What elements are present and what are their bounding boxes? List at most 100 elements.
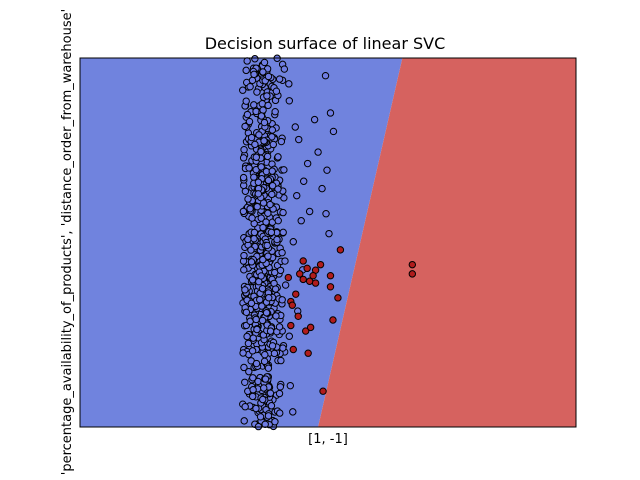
point-class-neg xyxy=(268,126,277,134)
point-class-neg xyxy=(259,255,267,264)
point-class-neg xyxy=(243,332,251,341)
point-class-neg xyxy=(268,167,276,175)
point-class-pos xyxy=(301,327,310,335)
point-class-neg xyxy=(252,153,260,161)
point-class-neg xyxy=(303,159,312,168)
point-class-pos xyxy=(284,273,293,282)
point-class-neg xyxy=(262,309,271,317)
point-class-neg xyxy=(264,252,272,260)
point-class-neg xyxy=(266,389,275,397)
point-class-neg xyxy=(256,296,264,304)
point-class-neg xyxy=(257,147,265,156)
point-class-neg xyxy=(244,235,252,244)
point-class-neg xyxy=(241,122,249,131)
point-class-pos xyxy=(309,272,317,280)
point-class-neg xyxy=(280,166,288,174)
point-class-neg xyxy=(244,195,252,203)
point-class-neg xyxy=(254,190,263,198)
point-class-neg xyxy=(259,68,267,76)
point-class-neg xyxy=(285,80,293,88)
point-class-neg xyxy=(267,402,276,410)
point-class-neg xyxy=(261,375,270,383)
point-class-neg xyxy=(240,266,248,274)
point-class-neg xyxy=(276,266,285,275)
point-class-neg xyxy=(271,107,279,116)
point-class-neg xyxy=(239,154,248,162)
point-class-neg xyxy=(257,163,265,171)
point-class-neg xyxy=(318,184,326,193)
point-class-pos xyxy=(408,270,417,278)
point-class-neg xyxy=(248,347,257,355)
point-class-neg xyxy=(322,210,330,218)
point-class-neg xyxy=(240,251,248,260)
point-class-pos xyxy=(303,264,311,273)
point-class-neg xyxy=(256,413,265,421)
point-class-pos xyxy=(296,270,304,278)
point-class-neg xyxy=(250,70,258,79)
point-class-neg xyxy=(272,87,281,95)
point-class-neg xyxy=(252,107,260,116)
point-class-neg xyxy=(329,127,338,136)
point-class-neg xyxy=(247,133,256,142)
point-class-neg xyxy=(248,392,257,401)
point-class-pos xyxy=(299,257,307,265)
point-class-pos xyxy=(311,279,320,287)
point-class-neg xyxy=(257,272,265,280)
point-class-neg xyxy=(268,342,277,350)
point-class-neg xyxy=(242,66,250,75)
point-class-neg xyxy=(268,190,276,199)
point-class-neg xyxy=(247,246,255,254)
point-class-neg xyxy=(239,173,248,182)
point-class-neg xyxy=(274,216,282,225)
point-class-neg xyxy=(251,140,259,149)
x-axis-label: [1, -1] xyxy=(308,432,348,447)
point-class-neg xyxy=(293,191,301,200)
point-class-neg xyxy=(245,367,253,376)
point-class-neg xyxy=(271,418,279,426)
point-class-neg xyxy=(240,363,248,372)
point-class-neg xyxy=(295,135,303,144)
point-class-neg xyxy=(278,248,286,257)
plot-area xyxy=(79,54,577,431)
point-class-pos xyxy=(316,260,325,269)
point-class-neg xyxy=(253,325,261,334)
point-class-neg xyxy=(321,72,330,80)
point-class-pos xyxy=(294,312,302,320)
point-class-neg xyxy=(270,349,279,358)
point-class-neg xyxy=(239,207,248,216)
point-class-neg xyxy=(248,214,256,222)
point-class-neg xyxy=(242,97,250,105)
point-class-neg xyxy=(249,386,257,394)
point-class-neg xyxy=(248,276,257,284)
point-class-pos xyxy=(287,321,295,330)
decision-region-positive xyxy=(318,58,576,427)
point-class-neg xyxy=(274,153,282,161)
point-class-neg xyxy=(244,339,253,348)
point-class-neg xyxy=(276,409,284,417)
point-class-neg xyxy=(249,334,257,342)
point-class-neg xyxy=(253,203,261,211)
point-class-neg xyxy=(259,223,267,232)
point-class-neg xyxy=(260,137,268,145)
point-class-neg xyxy=(267,228,276,237)
point-class-neg xyxy=(305,207,314,216)
point-class-neg xyxy=(264,364,273,372)
chart-title: Decision surface of linear SVC xyxy=(205,34,446,53)
point-class-neg xyxy=(246,82,254,91)
point-class-neg xyxy=(276,383,285,391)
point-class-neg xyxy=(254,178,263,186)
point-class-neg xyxy=(251,55,259,63)
point-class-neg xyxy=(243,110,252,119)
point-class-neg xyxy=(245,117,254,126)
y-axis-label: 'percentage_availability_of_products', '… xyxy=(60,9,75,475)
point-class-neg xyxy=(259,395,267,404)
point-class-neg xyxy=(260,384,268,392)
point-class-neg xyxy=(264,176,273,185)
point-class-neg xyxy=(250,234,258,243)
point-class-neg xyxy=(310,115,319,124)
point-class-neg xyxy=(264,412,273,420)
point-class-neg xyxy=(275,75,284,83)
point-class-neg xyxy=(247,299,256,307)
point-class-neg xyxy=(240,417,248,425)
point-class-neg xyxy=(246,205,254,213)
